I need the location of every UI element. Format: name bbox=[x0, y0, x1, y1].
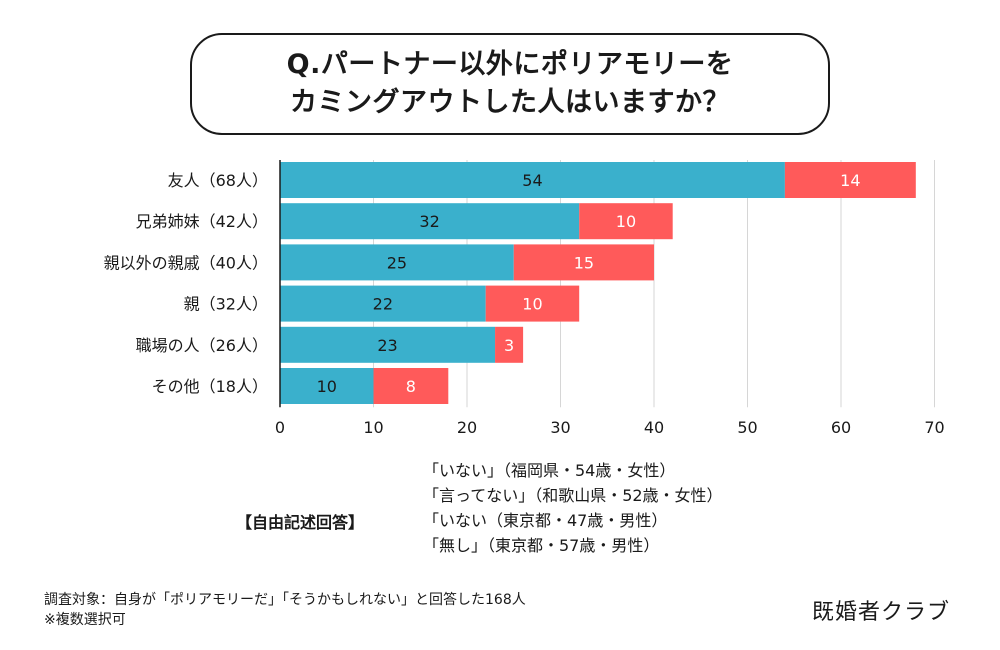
footnote-multiple-choice: ※複数選択可 bbox=[44, 612, 126, 628]
bar-series-1-row-2 bbox=[280, 203, 580, 240]
x-tick-label-20: 20 bbox=[457, 418, 477, 437]
bar-series-2-row-6 bbox=[373, 368, 449, 404]
free-answer-item-4: 「無し」（東京都・57歳・男性） bbox=[423, 536, 660, 555]
survey-footnote: 調査対象：自身が「ポリアモリーだ」「そうかもしれない」と回答した168人 ※複数… bbox=[44, 590, 526, 630]
x-tick-label-40: 40 bbox=[644, 418, 664, 437]
data-label-series-1-row-1: 54 bbox=[522, 171, 542, 190]
brand-logo-text: 既婚者クラブ bbox=[811, 600, 950, 625]
chart-title-line-1: Q.パートナー以外にポリアモリーを bbox=[286, 49, 734, 80]
chart-title: Q.パートナー以外にポリアモリーを カミングアウトした人はいますか？ bbox=[190, 33, 830, 135]
free-answer-item-2: 「言ってない」（和歌山県・52歳・女性） bbox=[423, 486, 723, 505]
bar-series-1-row-3 bbox=[280, 244, 514, 281]
x-tick-label-60: 60 bbox=[831, 418, 851, 437]
data-label-series-2-row-4: 10 bbox=[522, 295, 542, 314]
bar-series-1-row-1 bbox=[280, 162, 785, 198]
category-label-row-1: 友人（68人） bbox=[168, 171, 268, 190]
chart-title-line-2: カミングアウトした人はいますか？ bbox=[290, 87, 730, 118]
bar-series-2-row-2 bbox=[579, 203, 673, 240]
bar-series-1-row-6 bbox=[280, 368, 374, 404]
free-answer-item-3: 「いない（東京都・47歳・男性） bbox=[423, 511, 668, 530]
free-answers-list: 「いない」（福岡県・54歳・女性） 「言ってない」（和歌山県・52歳・女性） 「… bbox=[423, 458, 723, 558]
data-label-series-2-row-6: 8 bbox=[406, 377, 416, 396]
bar-series-1-row-4 bbox=[280, 285, 486, 322]
free-answer-item-1: 「いない」（福岡県・54歳・女性） bbox=[423, 461, 676, 480]
free-answers-heading: 【自由記述回答】 bbox=[236, 513, 365, 532]
data-label-series-2-row-2: 10 bbox=[616, 212, 636, 231]
stacked-bar-chart: 54 14 友人（68人） 32 10 兄弟姉妹（42人） 25 15 親以外の親戚（40人） 2… bbox=[104, 160, 945, 437]
x-tick-label-10: 10 bbox=[363, 418, 383, 437]
category-label-row-6: その他（18人） bbox=[152, 377, 268, 396]
category-label-row-2: 兄弟姉妹（42人） bbox=[136, 212, 268, 231]
x-tick-label-30: 30 bbox=[550, 418, 570, 437]
x-tick-label-70: 70 bbox=[924, 418, 944, 437]
data-label-series-1-row-6: 10 bbox=[317, 377, 337, 396]
bar-series-2-row-4 bbox=[485, 285, 580, 322]
data-label-series-1-row-2: 32 bbox=[419, 212, 439, 231]
data-label-series-1-row-5: 23 bbox=[377, 336, 397, 355]
data-label-series-1-row-4: 22 bbox=[373, 295, 393, 314]
data-label-series-2-row-1: 14 bbox=[840, 171, 860, 190]
category-label-row-3: 親以外の親戚（40人） bbox=[104, 253, 268, 272]
data-label-series-2-row-5: 3 bbox=[504, 336, 514, 355]
category-label-row-4: 親（32人） bbox=[184, 295, 268, 314]
bar-series-2-row-5 bbox=[495, 326, 524, 363]
bar-series-2-row-3 bbox=[513, 244, 654, 281]
bar-series-1-row-5 bbox=[280, 326, 496, 363]
bar-series-2-row-1 bbox=[784, 162, 916, 198]
category-label-row-5: 職場の人（26人） bbox=[136, 336, 268, 355]
x-tick-label-0: 0 bbox=[275, 418, 285, 437]
x-tick-label-50: 50 bbox=[737, 418, 757, 437]
footnote-survey-target: 調査対象：自身が「ポリアモリーだ」「そうかもしれない」と回答した168人 bbox=[44, 592, 526, 608]
data-label-series-2-row-3: 15 bbox=[574, 253, 594, 272]
data-label-series-1-row-3: 25 bbox=[387, 253, 407, 272]
